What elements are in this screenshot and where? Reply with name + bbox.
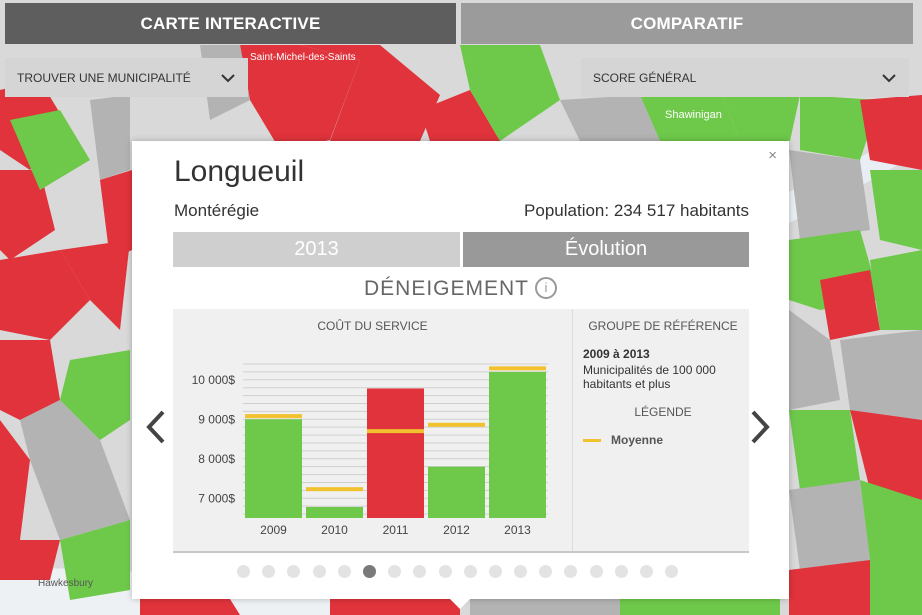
bar-2012[interactable]: [428, 466, 485, 518]
bar-2009[interactable]: [245, 419, 302, 518]
x-tick-label: 2012: [443, 523, 470, 537]
municipality-dropdown[interactable]: TROUVER UNE MUNICIPALITÉ: [5, 58, 248, 97]
municipality-popup: × Longueuil Montérégie Population: 234 5…: [132, 141, 789, 609]
cost-chart: 7 000$ 8 000$ 9 000$ 10 000$ 2009 2010 2011 201…: [192, 363, 548, 537]
info-icon[interactable]: i: [535, 277, 557, 299]
pagination-dot[interactable]: [262, 565, 276, 578]
y-tick-label: 7 000$: [198, 491, 235, 505]
chevron-down-icon: [882, 73, 896, 82]
svg-text:Hawkesbury: Hawkesbury: [38, 578, 93, 589]
pagination-dot[interactable]: [488, 565, 502, 578]
legend-label: Moyenne: [611, 433, 664, 447]
y-tick-label: 9 000$: [198, 412, 235, 426]
population-text: Population: 234 517 habitants: [524, 201, 749, 220]
score-dropdown[interactable]: SCORE GÉNÉRAL: [581, 58, 909, 97]
chevron-right-icon[interactable]: [749, 409, 771, 445]
pagination-dot[interactable]: [665, 565, 679, 578]
score-dropdown-label: SCORE GÉNÉRAL: [593, 70, 697, 85]
pagination-dot[interactable]: [362, 565, 376, 578]
pagination-dot[interactable]: [438, 565, 452, 578]
pagination-dot[interactable]: [614, 565, 628, 578]
pagination-dot[interactable]: [539, 565, 553, 578]
stats-panel: 7 000$ 8 000$ 9 000$ 10 000$ 2009 2010 2011 201…: [173, 309, 749, 553]
average-marker-2009: [245, 414, 302, 419]
pagination-dot[interactable]: [413, 565, 427, 578]
pagination-dot[interactable]: [237, 565, 250, 578]
tab-interactive-map[interactable]: CARTE INTERACTIVE: [5, 3, 456, 44]
tab-comparative[interactable]: COMPARATIF: [461, 3, 913, 44]
reference-description: Municipalités de 100 000 habitants et pl…: [583, 363, 716, 391]
reference-title: GROUPE DE RÉFÉRENCE: [588, 319, 738, 333]
pagination-dot[interactable]: [312, 565, 326, 578]
average-marker-2012: [428, 422, 485, 427]
svg-text:Shawinigan: Shawinigan: [665, 109, 722, 121]
popup-pointer: [450, 599, 470, 609]
bar-2011[interactable]: [367, 388, 424, 518]
tab-year-2013[interactable]: 2013: [173, 232, 460, 267]
bar-2013[interactable]: [489, 371, 546, 518]
x-tick-label: 2009: [260, 523, 287, 537]
city-name: Longueuil: [174, 155, 305, 188]
municipality-dropdown-label: TROUVER UNE MUNICIPALITÉ: [17, 70, 191, 85]
pagination-dot[interactable]: [640, 565, 653, 578]
average-marker-2011: [367, 429, 424, 434]
panel-divider: [572, 309, 573, 551]
average-marker-2013: [489, 366, 546, 371]
pagination-dots: [237, 565, 690, 578]
y-tick-label: 10 000$: [192, 373, 236, 387]
pagination-dot[interactable]: [463, 565, 477, 578]
pagination-dot[interactable]: [388, 565, 402, 578]
chart-title: COÛT DU SERVICE: [317, 319, 428, 333]
legend-swatch: [583, 438, 601, 442]
reference-group: GROUPE DE RÉFÉRENCE 2009 à 2013 Municipa…: [583, 319, 743, 447]
pagination-dot[interactable]: [514, 565, 528, 578]
chevron-down-icon: [221, 73, 235, 82]
pagination-dot[interactable]: [287, 565, 301, 578]
region-name: Montérégie: [174, 201, 260, 220]
section-title-text: DÉNEIGEMENT: [363, 277, 529, 300]
svg-text:Saint-Michel-des-Saints: Saint-Michel-des-Saints: [250, 52, 356, 63]
section-title: DÉNEIGEMENT i: [132, 277, 789, 301]
x-tick-label: 2010: [321, 523, 348, 537]
chevron-left-icon[interactable]: [145, 409, 167, 445]
pagination-dot[interactable]: [337, 565, 351, 578]
pagination-dot[interactable]: [589, 565, 603, 578]
bar-2010[interactable]: [306, 506, 363, 518]
x-tick-label: 2013: [504, 523, 531, 537]
reference-period: 2009 à 2013: [583, 347, 650, 361]
average-marker-2010: [306, 487, 363, 492]
close-icon[interactable]: ×: [768, 147, 777, 164]
pagination-dot[interactable]: [564, 565, 578, 578]
x-tick-label: 2011: [383, 523, 409, 537]
y-tick-label: 8 000$: [198, 452, 235, 466]
legend-title: LÉGENDE: [634, 405, 692, 419]
legend-item: Moyenne: [583, 433, 743, 447]
tab-evolution[interactable]: Évolution: [463, 232, 749, 267]
